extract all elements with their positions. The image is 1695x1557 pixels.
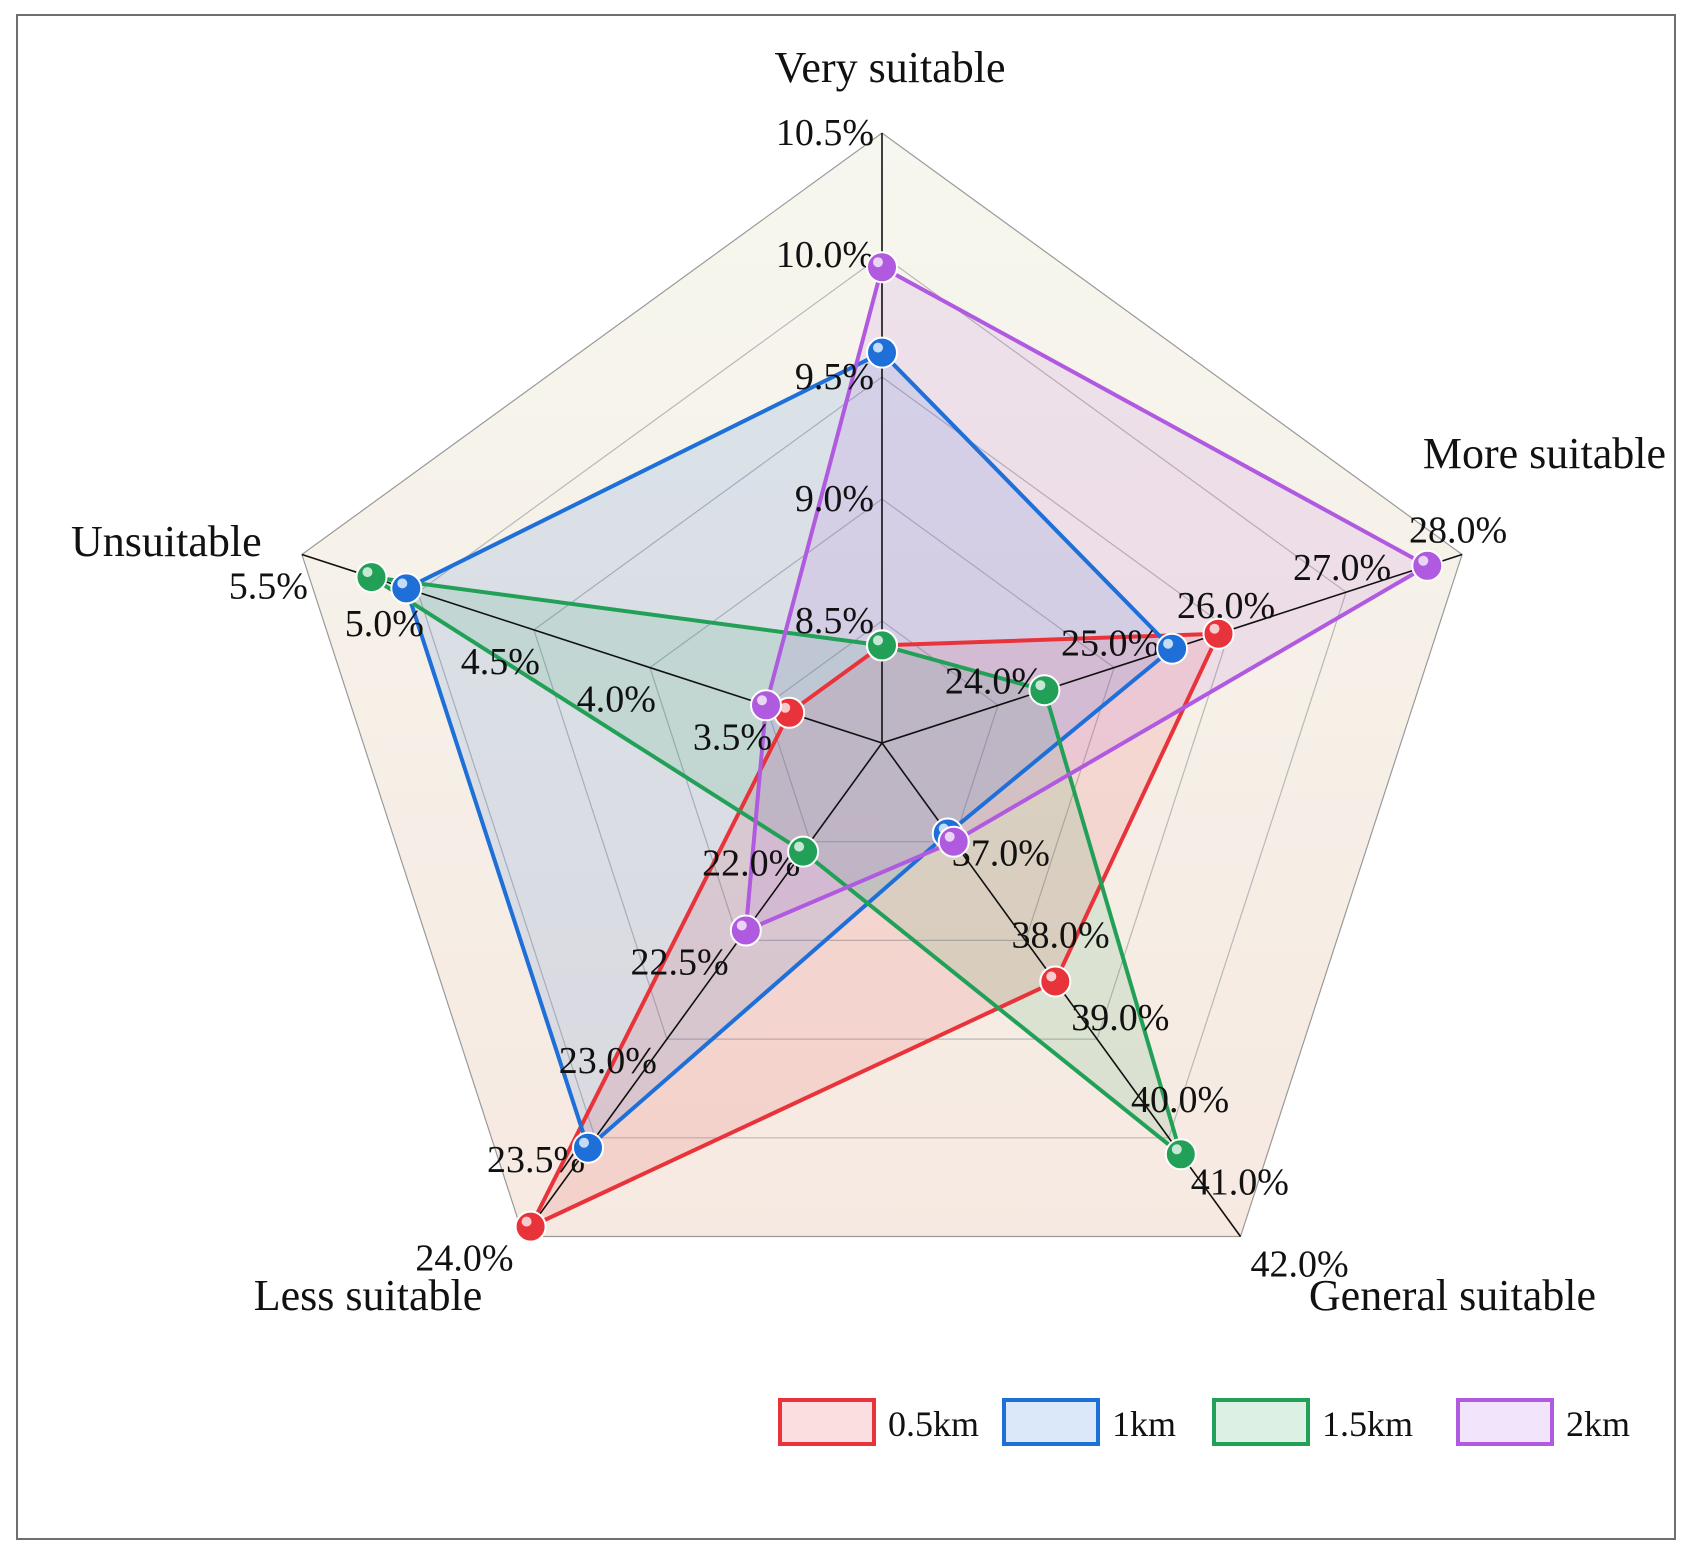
data-point-2km-3 [937,825,970,858]
data-point-1km-5 [390,572,423,605]
tick-label: 10.0% [776,234,874,276]
series-area-0.5km [530,633,1219,1227]
data-point-highlight [579,1137,589,1148]
data-point-highlight [1418,555,1429,566]
data-point-highlight [1171,1144,1182,1155]
tick-label: 4.5% [461,641,540,683]
axis-name-1: Very suitable [775,43,1006,92]
data-point-highlight [736,920,747,931]
tick-label: 22.0% [702,843,800,885]
grid-ring-1 [765,620,999,843]
axis-name-2: More suitable [1423,429,1666,478]
data-point-1.5km-4 [787,835,820,868]
grid-ring-4 [417,254,1347,1139]
axis-name-3: General suitable [1309,1271,1596,1320]
data-point-highlight [1046,971,1057,982]
data-point-highlight [944,831,955,842]
data-point-highlight [873,342,883,353]
tick-label: 23.5% [487,1139,585,1181]
tick-label: 3.5% [693,716,772,758]
tick-label: 40.0% [1131,1079,1229,1121]
data-point-0.5km-2 [1202,617,1235,650]
data-point-highlight [780,702,791,713]
axis-name-4: Less suitable [254,1271,483,1320]
tick-label: 8.5% [795,600,874,642]
series-line-0.5km [526,631,1222,1231]
tick-label: 25.0% [1061,623,1159,665]
tick-label: 38.0% [1012,915,1110,957]
data-point-highlight [521,1216,532,1227]
data-point-highlight [1209,623,1220,634]
series-line-2km [743,264,1432,934]
tick-label: 4.0% [577,679,656,721]
data-point-highlight [873,635,883,646]
data-point-2km-2 [1411,549,1444,582]
data-point-highlight [1163,638,1174,649]
legend-label-0.5km: 0.5km [888,1404,979,1444]
legend-label-1km: 1km [1112,1404,1176,1444]
series-area-1km [406,352,1173,1148]
tick-label: 9.5% [795,356,874,398]
data-point-1km-1 [866,336,898,369]
tick-label: 5.5% [229,566,308,608]
data-point-highlight [397,578,408,589]
data-point-2km-1 [866,251,898,284]
data-point-highlight [1035,680,1046,691]
legend-swatch-2km [1456,1398,1554,1446]
tick-label: 10.5% [776,112,874,154]
tick-label: 24.0% [415,1238,513,1280]
data-point-highlight [757,695,767,706]
tick-label: 5.0% [345,603,424,645]
data-point-highlight [362,567,373,578]
data-point-1.5km-3 [1164,1138,1197,1171]
tick-label: 39.0% [1071,997,1169,1039]
series-area-1.5km [371,577,1181,1155]
legend-swatch-1km [1002,1398,1100,1446]
legend-label-2km: 2km [1566,1404,1630,1444]
tick-label: 22.5% [630,941,728,983]
grid-ring-3 [533,376,1231,1040]
data-point-0.5km-4 [514,1210,547,1243]
tick-label: 23.0% [559,1040,657,1082]
data-point-0.5km-3 [1039,965,1072,998]
series-line-1km [403,350,1176,1152]
tick-label: 24.0% [945,660,1043,702]
axis-name-5: Unsuitable [71,517,262,566]
chart-frame: 8.5% 9.0% 9.5% 10.0% 10.5% 24.0% 25.0% 26.0% 27.… [16,14,1676,1540]
series-area-2km [745,267,1428,931]
legend-swatch-1.5km [1212,1398,1310,1446]
tick-label: 41.0% [1191,1161,1289,1203]
data-point-1km-4 [572,1131,604,1164]
data-point-2km-4 [729,914,762,947]
data-point-1.5km-2 [1028,674,1061,707]
data-point-1km-2 [1156,632,1189,665]
data-point-2km-5 [750,689,782,722]
tick-label: 9.0% [795,478,874,520]
data-point-highlight [794,841,805,852]
radar-chart: 8.5%9.0%9.5%10.0%10.5%24.0%25.0%26.0%27.… [71,43,1666,1446]
data-point-1.5km-5 [355,561,388,594]
legend-label-1.5km: 1.5km [1322,1404,1413,1444]
tick-label: 27.0% [1293,547,1391,589]
tick-label: 42.0% [1251,1244,1349,1286]
legend-swatch-0.5km [778,1398,876,1446]
series-line-1.5km [370,575,1185,1160]
tick-label: 28.0% [1409,510,1507,552]
data-point-highlight [873,257,883,268]
data-point-1.5km-1 [866,629,898,662]
